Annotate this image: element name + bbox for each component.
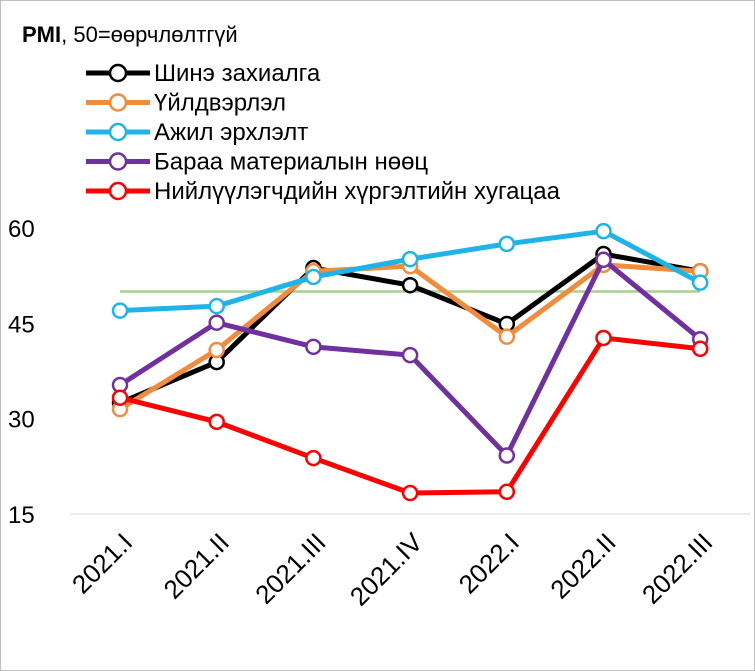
legend-circle-marker	[108, 63, 128, 83]
legend-label: Бараа материалын нөөц	[154, 149, 428, 176]
legend-item: Ажил эрхлэлт	[86, 119, 308, 146]
x-tick-label: 2022.I	[453, 527, 525, 599]
legend-circle-marker	[108, 93, 128, 112]
title-rest: , 50=өөрчлөлтгүй	[61, 22, 238, 47]
data-point	[208, 341, 225, 359]
data-point	[595, 222, 612, 240]
data-point	[401, 250, 419, 268]
series-2	[111, 222, 709, 319]
data-point	[111, 302, 129, 319]
legend-circle-marker	[108, 122, 128, 142]
data-point	[305, 449, 322, 467]
x-tick-label: 2022.II	[544, 527, 621, 604]
data-point	[498, 483, 516, 501]
legend-item: Бараа материалын нөөц	[86, 149, 428, 176]
data-point	[498, 447, 516, 464]
title-bold: PMI	[22, 22, 61, 47]
x-tick-label: 2021.III	[249, 527, 332, 610]
data-point	[498, 235, 516, 253]
data-point	[691, 274, 709, 291]
x-tick-label: 2022.III	[636, 527, 719, 610]
data-point	[691, 340, 709, 358]
series-4	[111, 329, 709, 502]
data-point	[305, 268, 322, 286]
legend-circle-marker	[108, 181, 128, 201]
data-point	[208, 413, 225, 431]
legend-label: Үйлдвэрлэл	[154, 90, 286, 117]
data-point	[595, 251, 612, 269]
x-tick-label: 2021.II	[158, 527, 235, 604]
legend-circle-marker	[108, 152, 128, 171]
data-point	[111, 389, 129, 406]
legend-label: Шинэ захиалга	[154, 60, 321, 87]
legend-item: Шинэ захиалга	[86, 60, 321, 87]
data-point	[401, 484, 419, 502]
data-point	[498, 328, 516, 345]
legend-item: Нийлүүлэгчдийн хүргэлтийн хугацаа	[86, 178, 561, 205]
y-tick-label: 45	[8, 311, 35, 338]
data-point	[401, 276, 419, 294]
y-tick-label: 15	[8, 502, 35, 529]
data-point	[305, 338, 322, 356]
plot-area	[111, 222, 709, 502]
x-axis: 2021.I 2021.II 2021.III 2021.IV 2022.I 2022.I…	[66, 513, 750, 612]
y-axis: 60 45 30 15	[8, 216, 35, 529]
data-point	[401, 346, 419, 364]
data-point	[208, 314, 225, 331]
y-tick-label: 30	[8, 407, 35, 434]
data-point	[208, 297, 225, 315]
x-tick-label: 2021.IV	[344, 527, 429, 612]
legend-label: Ажил эрхлэлт	[154, 119, 308, 146]
chart-title: PMI, 50=өөрчлөлтгүй	[22, 22, 238, 47]
data-point	[595, 329, 612, 347]
x-tick-label: 2021.I	[66, 527, 138, 599]
legend-item: Үйлдвэрлэл	[86, 90, 286, 117]
y-tick-label: 60	[8, 216, 35, 243]
legend-label: Нийлүүлэгчдийн хүргэлтийн хугацаа	[154, 178, 561, 205]
